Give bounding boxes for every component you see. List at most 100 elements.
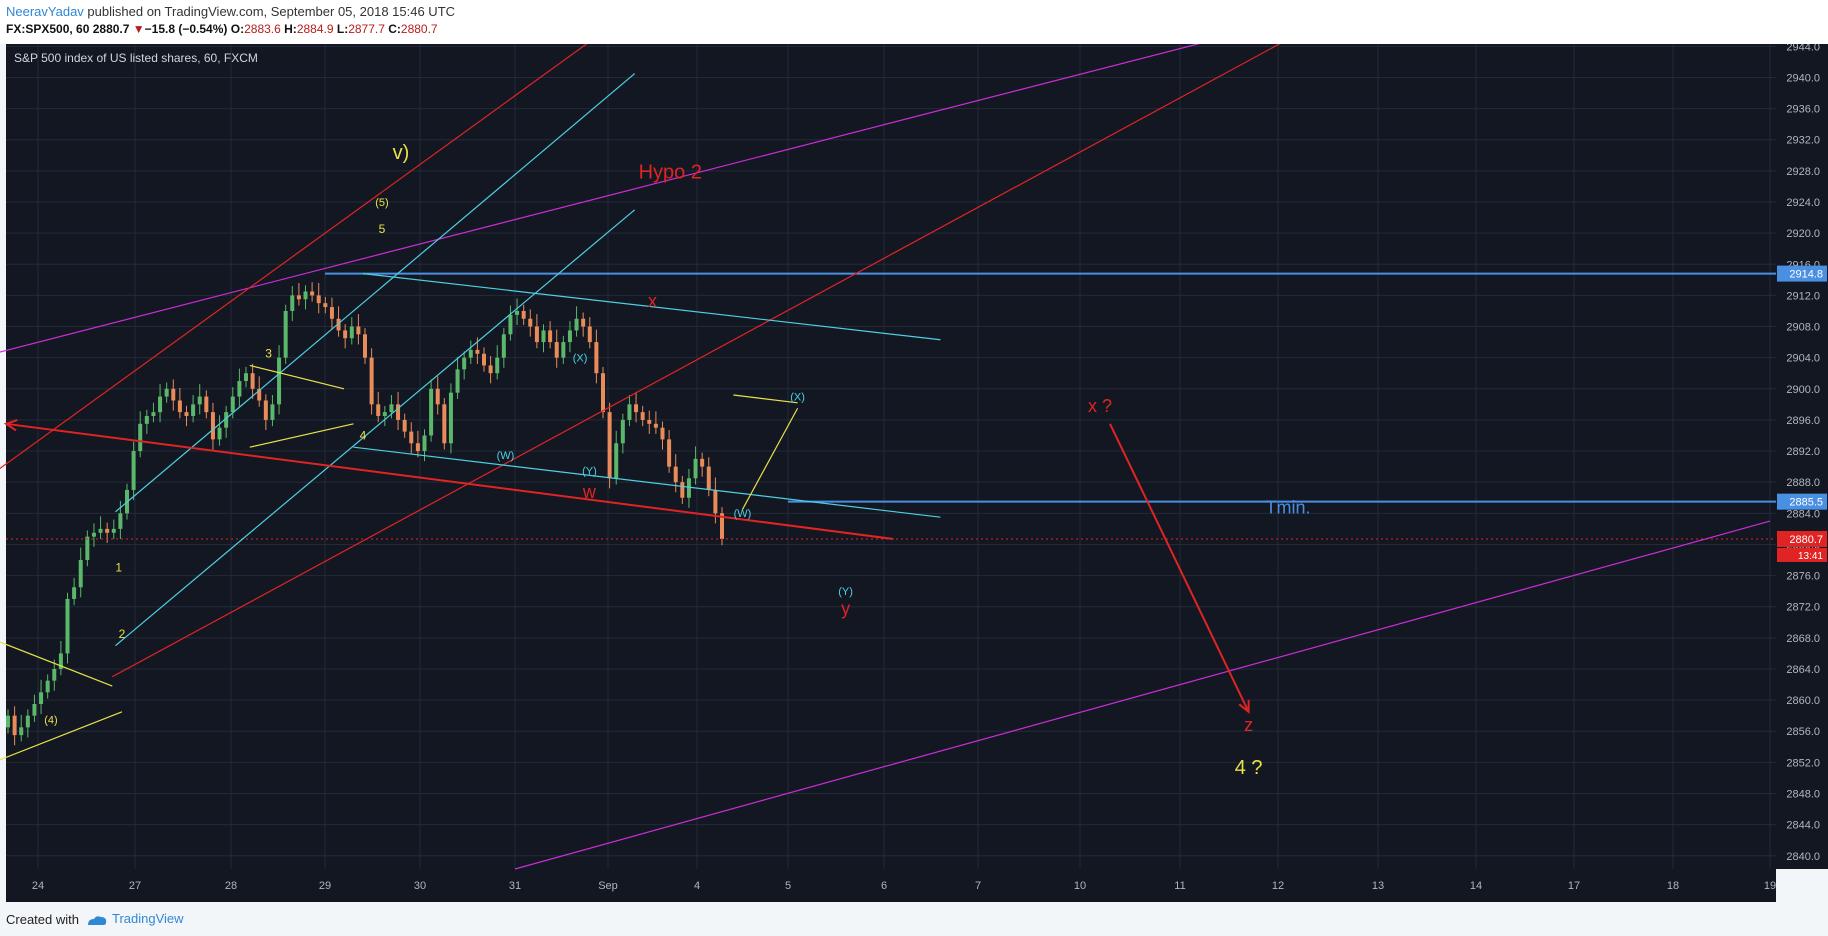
wave-annotation: (W) — [497, 450, 515, 462]
cloud-icon — [88, 915, 107, 925]
candle-body — [144, 416, 149, 424]
price-axis[interactable] — [1776, 44, 1828, 869]
low-value: 2877.7 — [348, 22, 385, 36]
annotations-layer: v)Hypo 2(5)53412(4)(X)(W)(Y)wx(X)(W)(Y)y… — [44, 142, 1310, 779]
candle-body — [620, 419, 625, 444]
tradingview-logo[interactable]: TradingView — [86, 911, 184, 926]
candle-body — [171, 388, 176, 401]
wave-annotation: Tmin. — [1266, 497, 1311, 517]
candle-body — [488, 365, 493, 374]
candle-body — [39, 692, 44, 704]
candle-body — [343, 330, 348, 339]
wave-annotation: (Y) — [582, 465, 597, 477]
candle-body — [316, 295, 321, 304]
wave-annotation: y — [841, 598, 850, 618]
trendline — [115, 73, 636, 513]
candle-body — [257, 388, 262, 401]
price-tick-label: 2940.0 — [1786, 72, 1820, 84]
candle-body — [402, 419, 407, 432]
time-tick-label: 19 — [1764, 880, 1776, 892]
price-change: −15.8 (−0.54%) — [144, 22, 228, 36]
wave-annotation: 4 — [360, 428, 367, 442]
close-value: 2880.7 — [400, 22, 438, 36]
candle-body — [217, 427, 222, 440]
price-tick-label: 2872.0 — [1786, 602, 1820, 614]
candle-body — [495, 357, 500, 374]
price-tick-label: 2868.0 — [1786, 633, 1820, 645]
time-tick-label: 4 — [694, 880, 700, 892]
price-chart[interactable]: v)Hypo 2(5)53412(4)(X)(W)(Y)wx(X)(W)(Y)y… — [0, 44, 1828, 902]
candle-body — [85, 536, 90, 561]
candle-body — [356, 326, 361, 335]
candle-body — [482, 353, 486, 366]
candle-body — [376, 404, 381, 417]
countdown-box — [1777, 548, 1827, 562]
tradingview-label: TradingView — [112, 911, 184, 926]
candle-body — [184, 412, 189, 417]
wave-annotation: Hypo 2 — [639, 162, 702, 184]
arrow-head — [3, 419, 18, 432]
candle-body — [244, 373, 248, 382]
candle-body — [667, 439, 672, 467]
time-tick-label: 14 — [1470, 880, 1482, 892]
candle-body — [640, 412, 645, 420]
candle-body — [158, 396, 163, 413]
trendline — [0, 711, 123, 761]
price-label-text: 2885.5 — [1789, 497, 1823, 509]
candle-body — [270, 404, 275, 420]
plot-area[interactable] — [6, 44, 1776, 869]
projection-arrow — [1109, 423, 1250, 713]
candle-body — [323, 303, 328, 308]
open-label: O: — [230, 22, 245, 36]
candle-body — [12, 715, 17, 736]
price-tick-label: 2860.0 — [1786, 695, 1820, 707]
price-tick-label: 2888.0 — [1786, 477, 1820, 489]
candle-body — [6, 715, 10, 728]
author-link[interactable]: NeeravYadav — [6, 4, 84, 19]
candle-body — [713, 489, 718, 514]
price-tick-label: 2912.0 — [1786, 290, 1820, 302]
candle-body — [396, 404, 401, 420]
price-tick-label: 2844.0 — [1786, 820, 1820, 832]
symbol-label: FX:SPX500, 60 — [6, 22, 90, 36]
candle-body — [197, 396, 202, 405]
candles-layer — [6, 282, 724, 746]
candle-body — [521, 310, 526, 319]
price-label-box — [1777, 531, 1827, 547]
publisher-line: NeeravYadav published on TradingView.com… — [6, 4, 455, 19]
price-tick-label: 2884.0 — [1786, 508, 1820, 520]
candle-body — [283, 310, 288, 358]
candle-body — [653, 423, 658, 428]
time-tick-label: 7 — [975, 880, 981, 892]
time-tick-label: 13 — [1372, 880, 1384, 892]
candle-body — [250, 373, 255, 389]
price-tick-label: 2864.0 — [1786, 664, 1820, 676]
candle-body — [25, 715, 30, 728]
price-label-box — [1777, 265, 1827, 282]
candle-body — [65, 598, 70, 654]
wave-annotation: (W) — [734, 508, 752, 520]
trendline — [0, 641, 113, 687]
candle-body — [138, 423, 143, 452]
candle-body — [151, 412, 156, 417]
time-tick-label: 30 — [414, 880, 426, 892]
candle-body — [415, 443, 420, 452]
high-value: 2884.9 — [296, 22, 334, 36]
candle-body — [515, 310, 520, 315]
candle-body — [627, 404, 632, 420]
price-tick-label: 2920.0 — [1786, 228, 1820, 240]
time-tick-label: 5 — [785, 880, 791, 892]
candle-body — [111, 528, 116, 533]
chart-title: S&P 500 index of US listed shares, 60, F… — [14, 51, 258, 65]
time-tick-label: 29 — [319, 880, 331, 892]
candle-body — [680, 482, 685, 498]
candle-body — [78, 560, 83, 588]
candle-body — [448, 392, 453, 444]
published-text: published on TradingView.com, September … — [83, 4, 456, 19]
wave-annotation: 3 — [265, 347, 272, 361]
candle-body — [310, 291, 315, 296]
price-label-text: 2880.7 — [1789, 534, 1823, 546]
time-axis[interactable] — [6, 869, 1776, 902]
price-tick-label: 2848.0 — [1786, 789, 1820, 801]
candle-body — [561, 342, 566, 358]
